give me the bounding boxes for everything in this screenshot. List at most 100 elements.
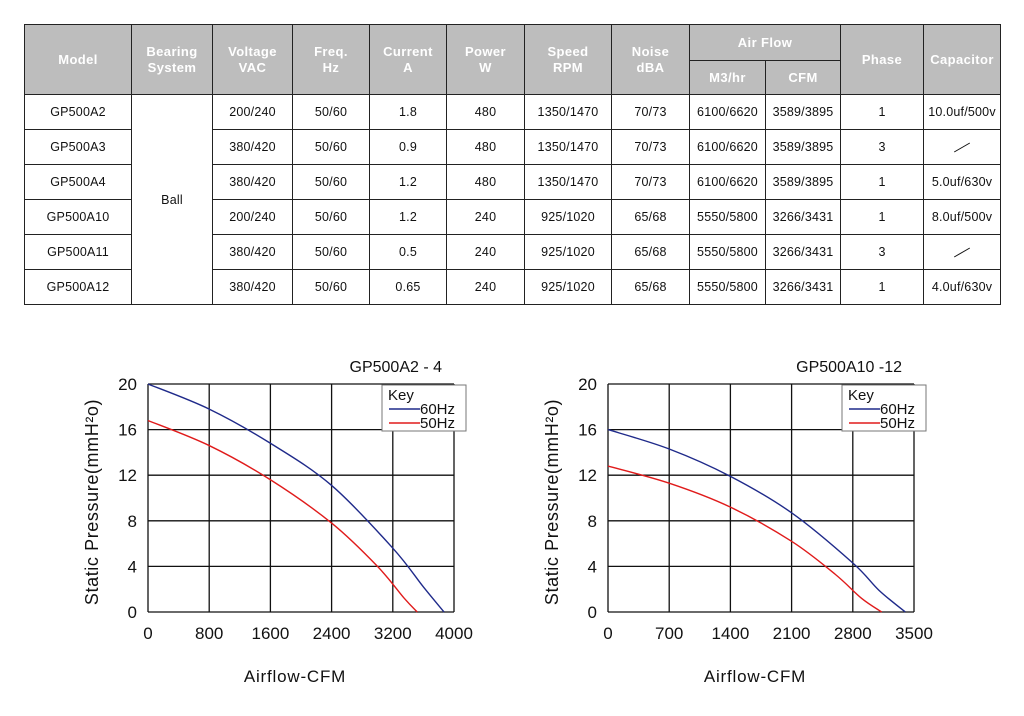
slash-icon: [954, 143, 970, 153]
cell-voltage: 380/420: [213, 130, 293, 165]
cell-model: GP500A12: [25, 270, 132, 305]
cell-power: 480: [447, 165, 525, 200]
x-tick-label: 1600: [251, 624, 289, 643]
legend-title: Key: [388, 387, 414, 404]
cell-phase: 3: [841, 235, 924, 270]
bearing-cell: Ball: [132, 95, 213, 305]
cell-model: GP500A10: [25, 200, 132, 235]
x-tick-label: 2100: [773, 624, 811, 643]
y-tick-label: 8: [128, 512, 137, 531]
cell-noise: 70/73: [612, 95, 690, 130]
y-tick-label: 12: [578, 466, 597, 485]
cell-speed: 925/1020: [525, 270, 612, 305]
legend-title: Key: [848, 387, 874, 404]
cell-power: 480: [447, 130, 525, 165]
x-tick-label: 1400: [711, 624, 749, 643]
cell-phase: 1: [841, 165, 924, 200]
cell-cfm: 3266/3431: [766, 270, 841, 305]
cell-capacitor: [924, 235, 1001, 270]
y-tick-label: 4: [588, 557, 597, 576]
y-tick-label: 12: [118, 466, 137, 485]
cell-voltage: 380/420: [213, 235, 293, 270]
x-tick-label: 2400: [313, 624, 351, 643]
slash-icon: [954, 248, 970, 258]
header-bearing: Bearing System: [132, 25, 213, 95]
cell-power: 480: [447, 95, 525, 130]
cell-m3hr: 5550/5800: [690, 200, 766, 235]
y-tick-label: 4: [128, 557, 137, 576]
cell-model: GP500A2: [25, 95, 132, 130]
series-line-50hz: [608, 466, 882, 612]
x-tick-label: 800: [195, 624, 223, 643]
cell-noise: 65/68: [612, 235, 690, 270]
header-speed: Speed RPM: [525, 25, 612, 95]
cell-phase: 3: [841, 130, 924, 165]
header-phase: Phase: [841, 25, 924, 95]
cell-m3hr: 6100/6620: [690, 165, 766, 200]
cell-voltage: 380/420: [213, 165, 293, 200]
cell-speed: 1350/1470: [525, 130, 612, 165]
cell-current: 0.5: [370, 235, 447, 270]
cell-capacitor: 4.0uf/630v: [924, 270, 1001, 305]
cell-cfm: 3589/3895: [766, 95, 841, 130]
chart-svg: 0 700 1400 2100 2800 3500048121620GP500A10 -1…: [536, 356, 956, 696]
chart-title: GP500A2 - 4: [350, 359, 443, 376]
header-power: Power W: [447, 25, 525, 95]
cell-power: 240: [447, 270, 525, 305]
x-tick-label: 700: [655, 624, 683, 643]
series-line-50hz: [148, 420, 417, 612]
legend-label: 50Hz: [880, 415, 915, 432]
chart-gp500a2-4: 0 800 1600 2400 3200 4000 0 4 8 12 16 20 GP500A2 - 4…: [76, 356, 496, 696]
cell-freq: 50/60: [293, 270, 370, 305]
cell-freq: 50/60: [293, 165, 370, 200]
header-m3hr: M3/hr: [690, 61, 766, 95]
cell-noise: 70/73: [612, 165, 690, 200]
cell-capacitor: 10.0uf/500v: [924, 95, 1001, 130]
cell-capacitor: [924, 130, 1001, 165]
cell-model: GP500A4: [25, 165, 132, 200]
header-cfm: CFM: [766, 61, 841, 95]
cell-m3hr: 5550/5800: [690, 235, 766, 270]
cell-cfm: 3266/3431: [766, 235, 841, 270]
x-tick-label: 0: [603, 624, 612, 643]
y-tick-label: 16: [118, 421, 137, 440]
y-tick-label: 0: [128, 603, 137, 622]
cell-model: GP500A11: [25, 235, 132, 270]
header-freq: Freq. Hz: [293, 25, 370, 95]
cell-freq: 50/60: [293, 200, 370, 235]
y-tick-label: 20: [118, 375, 137, 394]
cell-current: 0.9: [370, 130, 447, 165]
x-tick-label: 2800: [834, 624, 872, 643]
cell-m3hr: 5550/5800: [690, 270, 766, 305]
table-row: GP500A2 Ball 200/240 50/60 1.8 480 1350/1470 70…: [25, 95, 1001, 130]
cell-voltage: 200/240: [213, 200, 293, 235]
cell-m3hr: 6100/6620: [690, 95, 766, 130]
x-axis-label: Airflow-CFM: [244, 667, 346, 686]
cell-phase: 1: [841, 200, 924, 235]
cell-noise: 65/68: [612, 270, 690, 305]
cell-current: 1.2: [370, 165, 447, 200]
cell-freq: 50/60: [293, 130, 370, 165]
header-capacitor: Capacitor: [924, 25, 1001, 95]
cell-cfm: 3589/3895: [766, 165, 841, 200]
y-tick-label: 0: [588, 603, 597, 622]
header-model: Model: [25, 25, 132, 95]
cell-power: 240: [447, 200, 525, 235]
header-voltage: Voltage VAC: [213, 25, 293, 95]
cell-speed: 1350/1470: [525, 165, 612, 200]
y-tick-label: 16: [578, 421, 597, 440]
cell-cfm: 3266/3431: [766, 200, 841, 235]
header-airflow: Air Flow: [690, 25, 841, 61]
x-axis-label: Airflow-CFM: [704, 667, 806, 686]
x-tick-label: 4000: [435, 624, 473, 643]
cell-cfm: 3589/3895: [766, 130, 841, 165]
cell-current: 1.8: [370, 95, 447, 130]
legend-label: 50Hz: [420, 415, 455, 432]
cell-phase: 1: [841, 95, 924, 130]
cell-speed: 925/1020: [525, 235, 612, 270]
header-noise: Noise dBA: [612, 25, 690, 95]
y-tick-label: 8: [588, 512, 597, 531]
y-axis-label: Static Pressure(mmH²o): [82, 399, 102, 605]
cell-freq: 50/60: [293, 235, 370, 270]
y-tick-label: 20: [578, 375, 597, 394]
